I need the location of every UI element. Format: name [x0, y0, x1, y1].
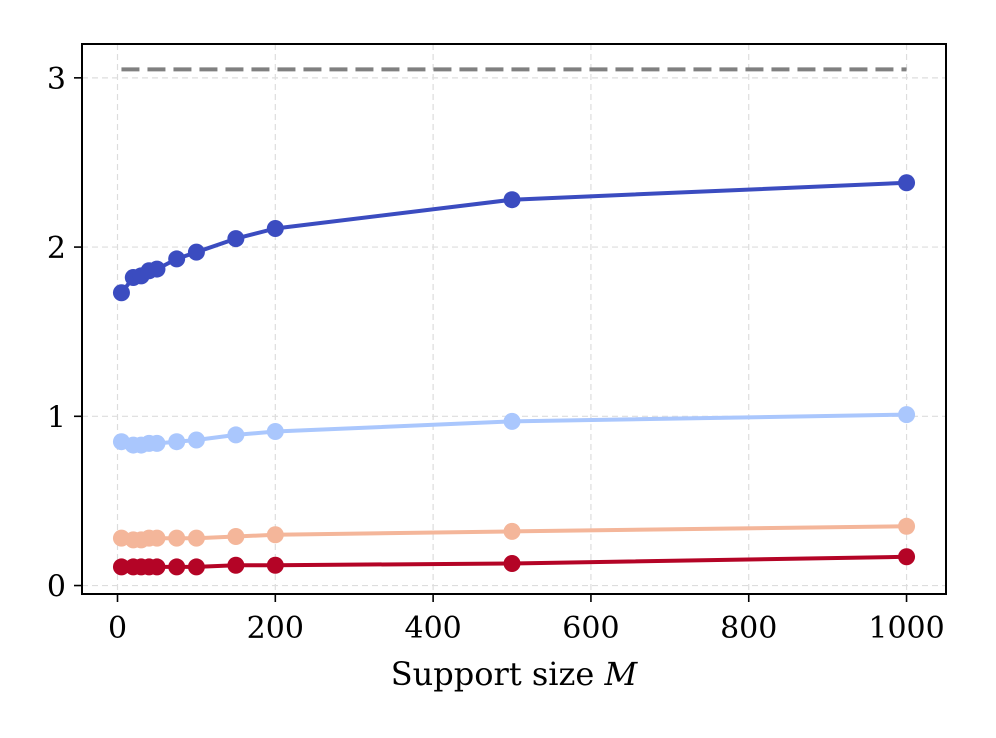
- data-point: [187, 431, 205, 449]
- data-point: [227, 230, 245, 248]
- data-point: [227, 556, 245, 574]
- x-axis-label: Support size M: [391, 655, 639, 693]
- data-point: [898, 406, 916, 424]
- data-point: [898, 174, 916, 192]
- data-point: [112, 558, 130, 576]
- y-tick-label: 2: [47, 231, 66, 266]
- data-point: [148, 558, 166, 576]
- data-point: [168, 558, 186, 576]
- data-point: [898, 517, 916, 535]
- series-layer: [112, 174, 916, 576]
- data-point: [187, 243, 205, 261]
- y-axis-ticks: 0 1 2 3: [47, 62, 82, 605]
- x-tick-label: 200: [247, 611, 304, 646]
- plot-frame: [81, 43, 947, 595]
- series-1: [112, 174, 916, 302]
- data-point: [168, 529, 186, 547]
- data-point: [112, 284, 130, 302]
- data-point: [266, 556, 284, 574]
- x-tick-label: 600: [562, 611, 619, 646]
- data-point: [227, 426, 245, 444]
- x-tick-label: 800: [720, 611, 777, 646]
- x-axis-ticks: 0 200 400 600 800 1000: [108, 594, 945, 646]
- data-point: [227, 527, 245, 545]
- data-point: [503, 522, 521, 540]
- grid: [82, 44, 946, 594]
- series-4: [112, 548, 916, 576]
- data-point: [898, 548, 916, 566]
- y-tick-label: 3: [47, 62, 66, 97]
- data-point: [168, 433, 186, 451]
- data-point: [148, 529, 166, 547]
- data-point: [266, 526, 284, 544]
- data-point: [503, 555, 521, 573]
- data-point: [187, 529, 205, 547]
- x-tick-label: 0: [108, 611, 127, 646]
- series-2: [112, 406, 916, 454]
- data-point: [168, 250, 186, 268]
- y-tick-label: 0: [47, 570, 66, 605]
- data-point: [503, 412, 521, 430]
- x-tick-label: 1000: [868, 611, 944, 646]
- data-point: [266, 219, 284, 237]
- data-point: [148, 260, 166, 278]
- data-point: [503, 191, 521, 209]
- data-point: [187, 558, 205, 576]
- data-point: [266, 423, 284, 441]
- x-tick-label: 400: [404, 611, 461, 646]
- x-axis-label-text: Support size: [391, 655, 595, 693]
- data-point: [148, 434, 166, 452]
- x-axis-label-symbol: M: [603, 655, 638, 693]
- y-tick-label: 1: [47, 400, 66, 435]
- series-3: [112, 517, 916, 549]
